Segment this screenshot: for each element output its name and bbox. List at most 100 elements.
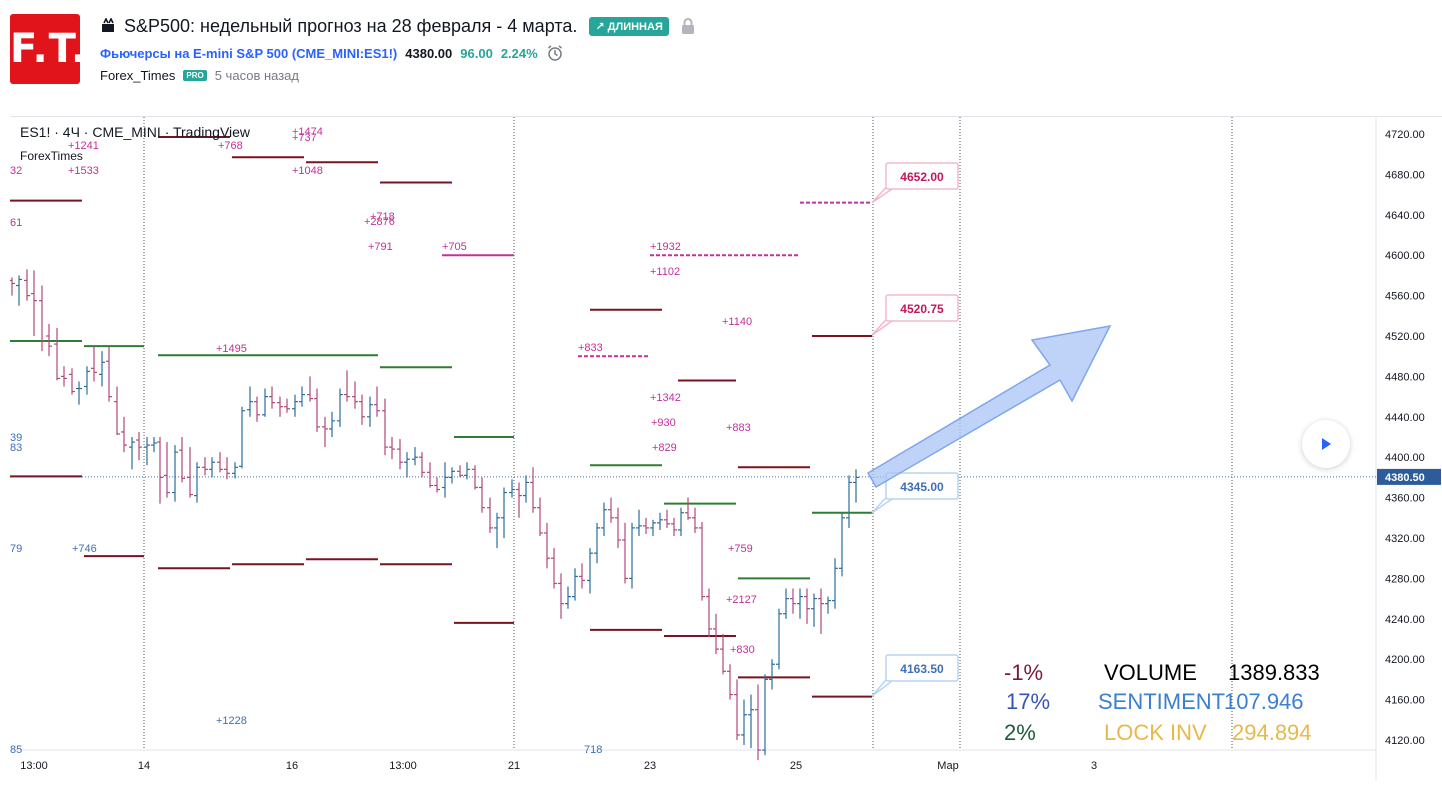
price-callout bbox=[885, 294, 959, 322]
price-tick-label: 4200.00 bbox=[1385, 654, 1425, 666]
symbol-name: Фьючерсы на E-mini S&P 500 bbox=[100, 45, 289, 61]
last-price-tag bbox=[1377, 468, 1441, 485]
price-callout bbox=[885, 654, 959, 682]
price-annotation: 83 bbox=[10, 442, 22, 454]
symbol-link[interactable]: Фьючерсы на E-mini S&P 500 (CME_MINI:ES1… bbox=[100, 46, 397, 61]
price-annotation: 85 bbox=[10, 744, 22, 756]
price-tick-label: 4440.00 bbox=[1385, 412, 1425, 424]
time-tick-label: 3 bbox=[1091, 760, 1097, 772]
price-annotation: +1140 bbox=[722, 316, 752, 328]
price-callout-label: 4652.00 bbox=[900, 170, 944, 184]
author-row: Forex_Times PRO 5 часов назад bbox=[100, 68, 299, 83]
price-tick-label: 4480.00 bbox=[1385, 371, 1425, 383]
idea-title: S&P500: недельный прогноз на 28 февраля … bbox=[124, 15, 578, 36]
last-price-tag-label: 4380.50 bbox=[1385, 472, 1425, 484]
price-tick-label: 4360.00 bbox=[1385, 493, 1425, 505]
price-callout bbox=[885, 472, 959, 500]
price-annotation: +1342 bbox=[650, 392, 681, 404]
price-annotation: 39 bbox=[10, 432, 22, 444]
price-annotation: +759 bbox=[728, 543, 753, 555]
price-tick-label: 4240.00 bbox=[1385, 614, 1425, 626]
price-annotation: +2876 bbox=[364, 216, 395, 228]
price-annotation: +1102 bbox=[650, 266, 680, 278]
price-tick-label: 4120.00 bbox=[1385, 735, 1425, 747]
stat-sentiment-label: SENTIMENT bbox=[1098, 689, 1226, 714]
price-chart[interactable]: 4720.00 4680.00 4640.00 4600.00 4560.00 4520.… bbox=[9, 117, 1442, 781]
price-annotation: +1533 bbox=[68, 165, 99, 177]
forecast-arrow bbox=[866, 324, 1112, 489]
price-tick-label: 4600.00 bbox=[1385, 250, 1425, 262]
time-tick-label: 16 bbox=[286, 760, 298, 772]
price-annotation: 718 bbox=[584, 744, 602, 756]
price-callout-label: 4163.50 bbox=[900, 662, 944, 676]
time-tick-label: 23 bbox=[644, 760, 656, 772]
price-annotation: +768 bbox=[218, 140, 243, 152]
stat-lockinv-pct: 2% bbox=[1004, 720, 1036, 745]
stat-lockinv-label: LOCK INV bbox=[1104, 720, 1207, 745]
price-annotation: +1932 bbox=[650, 241, 681, 253]
logo-text: F.T. bbox=[10, 26, 88, 72]
price-change-pct: 2.24% bbox=[500, 45, 538, 61]
price-annotation: +829 bbox=[652, 442, 677, 454]
chart-area[interactable]: 4720.00 4680.00 4640.00 4600.00 4560.00 4520.… bbox=[9, 116, 1442, 781]
price-annotation: +746 bbox=[72, 543, 97, 555]
price-tick-label: 4520.00 bbox=[1385, 331, 1425, 343]
price-annotation: +830 bbox=[730, 644, 755, 656]
forex-times-logo[interactable]: F.T. bbox=[10, 14, 88, 84]
time-tick-label: 21 bbox=[508, 760, 520, 772]
price-callout-label: 4520.75 bbox=[900, 302, 944, 316]
time-tick-label: 14 bbox=[138, 760, 150, 772]
idea-icon bbox=[102, 18, 114, 32]
price-annotation: +1228 bbox=[216, 715, 247, 727]
price-annotation: +1495 bbox=[216, 343, 247, 355]
stat-volume-label: VOLUME bbox=[1104, 660, 1197, 685]
price-annotation: +883 bbox=[726, 422, 751, 434]
chart-legend-author: ForexTimes bbox=[20, 149, 83, 163]
last-price: 4380.00 bbox=[405, 45, 453, 61]
price-annotation: +930 bbox=[651, 417, 676, 429]
price-tick-label: 4160.00 bbox=[1385, 695, 1425, 707]
price-tick-label: 4320.00 bbox=[1385, 533, 1425, 545]
price-annotation: +2127 bbox=[726, 594, 757, 606]
price-annotation: +1048 bbox=[292, 165, 323, 177]
play-icon bbox=[1322, 438, 1331, 450]
price-annotation: 32 bbox=[10, 165, 22, 177]
play-button[interactable] bbox=[1302, 420, 1350, 468]
published-time: 5 часов назад bbox=[214, 68, 299, 83]
price-annotation: 61 bbox=[10, 217, 22, 229]
author-name[interactable]: Forex_Times bbox=[100, 68, 176, 83]
alarm-clock-icon[interactable] bbox=[546, 44, 564, 62]
price-annotation: +705 bbox=[442, 241, 467, 253]
stat-volume-value: 1389.833 bbox=[1228, 660, 1320, 685]
price-tick-label: 4280.00 bbox=[1385, 573, 1425, 585]
price-annotation: +1241 bbox=[68, 140, 99, 152]
price-annotation: +718 bbox=[370, 211, 395, 223]
price-tick-label: 4640.00 bbox=[1385, 210, 1425, 222]
price-tick-label: 4400.00 bbox=[1385, 452, 1425, 464]
price-callout-label: 4345.00 bbox=[900, 480, 944, 494]
pro-badge: PRO bbox=[183, 70, 207, 81]
price-annotation: +833 bbox=[578, 342, 603, 354]
chart-legend-symbol: ES1! · 4Ч · CME_MINI · TradingView bbox=[20, 124, 251, 140]
price-annotation: +791 bbox=[368, 241, 393, 253]
price-callout bbox=[885, 162, 959, 190]
price-change: 96.00 bbox=[460, 45, 493, 61]
price-annotation: +737 bbox=[292, 132, 317, 144]
stat-volume-pct: -1% bbox=[1004, 660, 1044, 685]
stat-sentiment-pct: 17% bbox=[1006, 689, 1051, 714]
time-tick-label: Мар bbox=[937, 760, 959, 772]
time-tick-label: 25 bbox=[790, 760, 802, 772]
stat-lockinv-value: 294.894 bbox=[1232, 720, 1312, 745]
symbol-code: (CME_MINI:ES1!) bbox=[291, 45, 398, 61]
price-annotation: +1474 bbox=[292, 126, 323, 138]
title-row: S&P500: недельный прогноз на 28 февраля … bbox=[100, 14, 695, 38]
direction-badge: ↗ ДЛИННАЯ bbox=[589, 16, 669, 36]
time-tick-label: 13:00 bbox=[20, 760, 48, 772]
price-tick-label: 4560.00 bbox=[1385, 291, 1425, 303]
price-tick-label: 4680.00 bbox=[1385, 169, 1425, 181]
lock-icon bbox=[681, 18, 694, 34]
stat-sentiment-value: 107.946 bbox=[1224, 689, 1304, 714]
symbol-row: Фьючерсы на E-mini S&P 500 (CME_MINI:ES1… bbox=[100, 44, 564, 62]
price-annotation: 79 bbox=[10, 543, 22, 555]
time-tick-label: 13:00 bbox=[389, 760, 417, 772]
